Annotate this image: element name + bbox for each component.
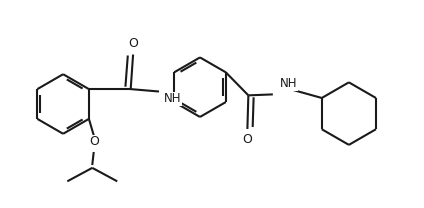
Text: O: O <box>89 135 99 149</box>
Text: O: O <box>243 133 252 146</box>
Text: NH: NH <box>279 77 297 90</box>
Text: O: O <box>128 37 138 51</box>
Text: NH: NH <box>164 92 181 105</box>
